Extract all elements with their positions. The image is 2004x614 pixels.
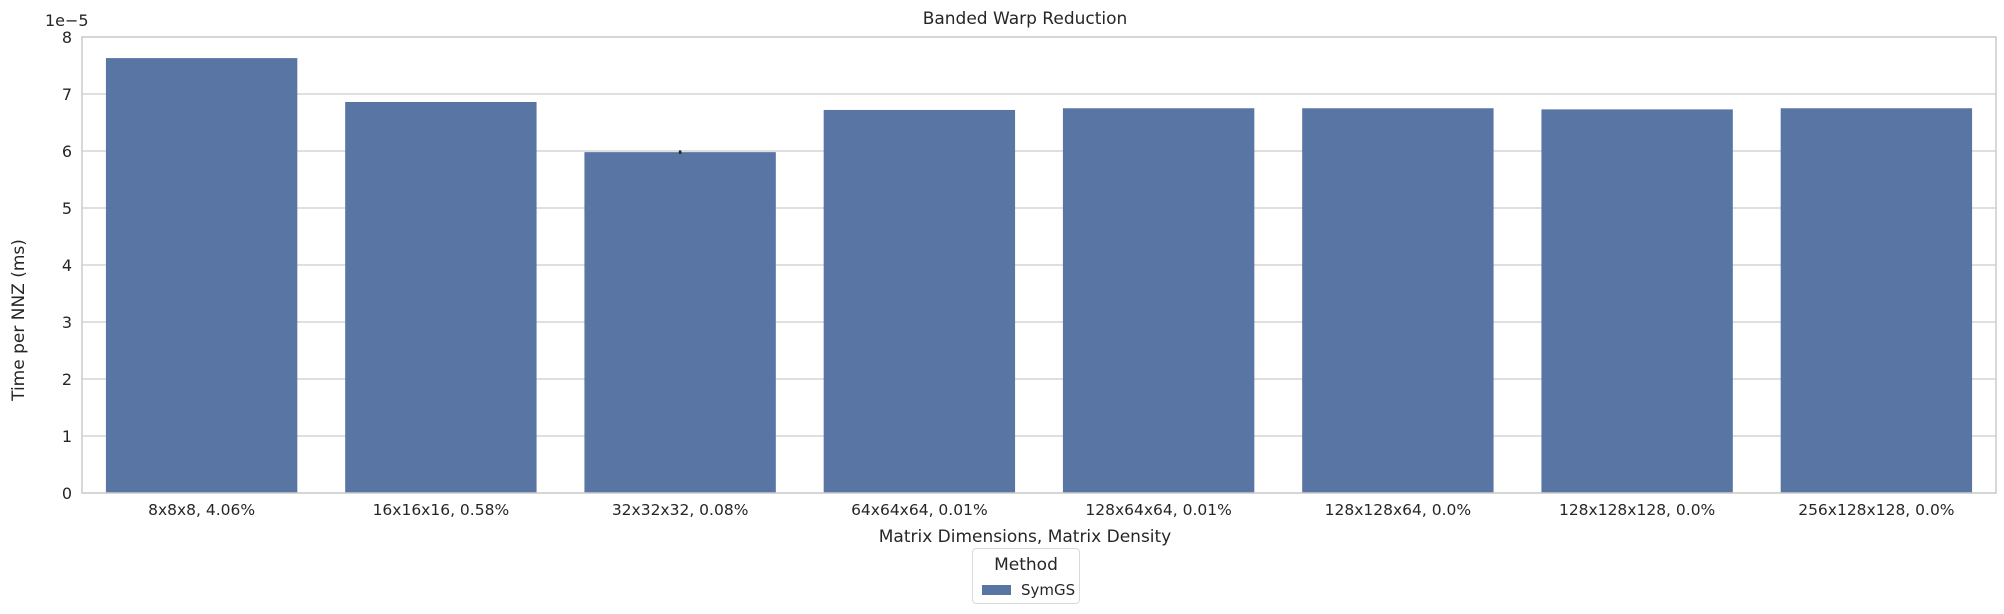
y-axis-label: Time per NNZ (ms): [9, 239, 29, 402]
bar: [1780, 108, 1973, 493]
legend-label: SymGS: [1021, 581, 1076, 599]
x-tick-label: 8x8x8, 4.06%: [148, 501, 255, 519]
legend-item-symgs: SymGS: [982, 581, 1075, 599]
x-tick-label: 32x32x32, 0.08%: [612, 501, 749, 519]
x-tick-label: 16x16x16, 0.58%: [373, 501, 510, 519]
bar: [1062, 108, 1255, 493]
bar: [823, 109, 1016, 494]
y-tick-label: 5: [62, 199, 72, 218]
x-tick-label: 128x128x128, 0.0%: [1559, 501, 1715, 519]
legend-title: Method: [994, 555, 1058, 575]
y-tick-label: 1: [62, 427, 72, 446]
x-tick-label: 256x128x128, 0.0%: [1798, 501, 1954, 519]
bar: [345, 101, 537, 493]
y-tick-label: 8: [62, 28, 72, 47]
plot-frame: [81, 36, 1997, 494]
y-axis-offset-label: 1e−5: [45, 11, 89, 30]
y-tick-label: 6: [62, 142, 72, 161]
y-tick-label: 7: [62, 85, 72, 104]
y-tick-label: 3: [62, 313, 72, 332]
x-tick-label: 128x128x64, 0.0%: [1325, 501, 1471, 519]
tick-labels: 0 1 2 3 4 5 6 7 8 8x8x8, 4.06% 16x16x16, 0.58% 32x3…: [62, 28, 1955, 519]
y-tick-label: 2: [62, 370, 72, 389]
legend: Method SymGS: [972, 548, 1080, 604]
bar: [1302, 108, 1494, 493]
bar: [105, 58, 298, 494]
x-axis-label: Matrix Dimensions, Matrix Density: [879, 527, 1172, 547]
chart-title: Banded Warp Reduction: [923, 9, 1128, 29]
x-tick-label: 64x64x64, 0.01%: [851, 501, 988, 519]
legend-swatch: [982, 585, 1011, 595]
x-tick-label: 128x64x64, 0.01%: [1085, 501, 1231, 519]
bar: [1541, 109, 1733, 493]
y-tick-label: 0: [62, 484, 72, 503]
bar: [584, 152, 776, 493]
bars: [105, 58, 1973, 494]
y-tick-label: 4: [62, 256, 72, 275]
